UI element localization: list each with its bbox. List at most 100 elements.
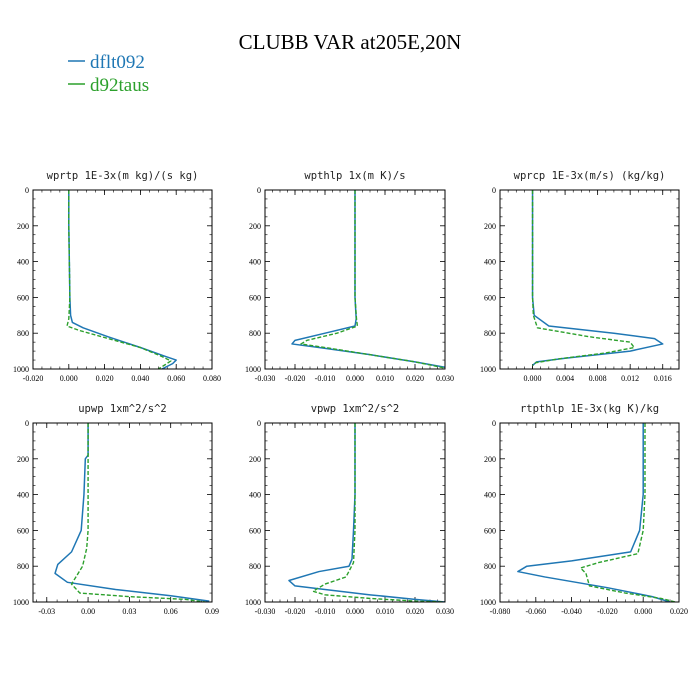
series-line-dflt092: [54, 423, 210, 602]
series-line-dflt092: [68, 190, 177, 369]
x-tick-label: 0.008: [589, 374, 607, 383]
y-tick-label: 200: [249, 222, 261, 231]
y-tick-label: 400: [484, 491, 496, 500]
panel-title: wpthlp 1x(m K)/s: [304, 170, 405, 182]
panel-1: wprtp 1E-3x(m kg)/(s kg) 0 200 400 600 800 100…: [13, 170, 221, 383]
y-tick-label: 1000: [245, 365, 261, 374]
x-tick-label: 0.000: [634, 607, 652, 616]
x-tick-label: 0.016: [654, 374, 672, 383]
panel-6: rtpthlp 1E-3x(kg K)/kg02004006008001000-…: [480, 403, 688, 616]
x-tick-label: 0.00: [81, 607, 95, 616]
y-tick-label: 1000: [480, 598, 496, 607]
y-tick-label: 200: [249, 455, 261, 464]
panels-container: wprtp 1E-3x(m kg)/(s kg) 0 200 400 600 800 100…: [13, 170, 688, 616]
x-tick-label: 0.080: [203, 374, 221, 383]
x-tick-label: 0.000: [346, 374, 364, 383]
y-tick-label: 1000: [13, 598, 29, 607]
x-tick-label: 0.060: [167, 374, 185, 383]
series-line-d92taus: [579, 423, 676, 602]
x-tick-label: -0.030: [255, 607, 276, 616]
panel-title: vpwp 1xm^2/s^2: [311, 403, 400, 415]
x-tick-label: -0.040: [561, 607, 582, 616]
y-tick-label: 600: [249, 293, 261, 302]
x-tick-label: 0.030: [436, 607, 454, 616]
y-tick-label: 200: [17, 455, 29, 464]
y-tick-label: 400: [484, 258, 496, 267]
panel-frame: [264, 422, 446, 603]
y-tick-label: 800: [484, 562, 496, 571]
panel-title: upwp 1xm^2/s^2: [78, 403, 167, 415]
series-line-dflt092: [288, 423, 445, 602]
y-tick-label: 0: [257, 186, 261, 195]
y-tick-label: 800: [17, 329, 29, 338]
panel-frame: [32, 189, 213, 370]
x-tick-label: 0.004: [556, 374, 574, 383]
panel-frame: [32, 422, 213, 603]
panel-4: upwp 1xm^2/s^2 0 200 400 600 800 1000 -0.03 0.00…: [13, 403, 219, 616]
y-tick-label: 1000: [480, 365, 496, 374]
x-tick-label: 0.040: [131, 374, 149, 383]
y-tick-label: 400: [249, 491, 261, 500]
y-tick-label: 1000: [245, 598, 261, 607]
x-tick-label: -0.020: [285, 607, 306, 616]
x-tick-label: -0.080: [490, 607, 511, 616]
x-tick-label: 0.06: [164, 607, 178, 616]
panel-title: wprcp 1E-3x(m/s) (kg/kg): [514, 170, 666, 182]
y-tick-label: 600: [484, 293, 496, 302]
panel-2: wpthlp 1x(m K)/s 0 200 400 600 800 1000-0.030 -…: [245, 170, 454, 383]
x-tick-label: -0.020: [23, 374, 44, 383]
x-tick-label: -0.020: [597, 607, 618, 616]
y-tick-label: 800: [249, 329, 261, 338]
y-tick-label: 1000: [13, 365, 29, 374]
y-tick-label: 400: [249, 258, 261, 267]
y-tick-label: 0: [257, 419, 261, 428]
x-tick-label: 0.020: [406, 374, 424, 383]
y-tick-label: 400: [17, 258, 29, 267]
x-tick-label: -0.03: [38, 607, 55, 616]
x-tick-label: 0.012: [621, 374, 639, 383]
x-tick-label: 0.03: [122, 607, 136, 616]
x-tick-label: -0.030: [255, 374, 276, 383]
x-tick-label: 0.020: [96, 374, 114, 383]
y-tick-label: 600: [17, 526, 29, 535]
x-tick-label: -0.010: [315, 374, 336, 383]
y-tick-label: 600: [249, 526, 261, 535]
y-tick-label: 0: [492, 419, 496, 428]
y-tick-label: 800: [17, 562, 29, 571]
y-tick-label: 0: [25, 186, 29, 195]
y-tick-label: 200: [17, 222, 29, 231]
y-tick-label: 800: [484, 329, 496, 338]
x-tick-label: 0.020: [670, 607, 688, 616]
panel-3: wprcp 1E-3x(m/s) (kg/kg) 0 200 400 600 800 100…: [480, 170, 680, 383]
x-tick-label: -0.010: [315, 607, 336, 616]
series-line-dflt092: [517, 423, 671, 602]
y-tick-label: 400: [17, 491, 29, 500]
legend-label-d92taus: d92taus: [90, 75, 149, 96]
panel-title: wprtp 1E-3x(m kg)/(s kg): [47, 170, 199, 182]
figure-title: CLUBB VAR at205E,20N: [239, 30, 462, 54]
series-line-d92taus: [66, 190, 172, 369]
x-tick-label: 0.000: [346, 607, 364, 616]
panel-frame: [264, 189, 446, 370]
x-tick-label: 0.000: [60, 374, 78, 383]
x-tick-label: 0.000: [524, 374, 542, 383]
y-tick-label: 800: [249, 562, 261, 571]
y-tick-label: 600: [17, 293, 29, 302]
series-line-d92taus: [300, 190, 445, 369]
panel-5: vpwp 1xm^2/s^2 0 200 400 600 800 1000-0.030 -0.…: [245, 403, 454, 616]
y-tick-label: 0: [25, 419, 29, 428]
x-tick-label: 0.030: [436, 374, 454, 383]
panel-title: rtpthlp 1E-3x(kg K)/kg: [520, 403, 659, 415]
legend-label-dflt092: dflt092: [90, 52, 145, 73]
x-tick-label: -0.060: [525, 607, 546, 616]
x-tick-label: 0.010: [376, 374, 394, 383]
x-tick-label: 0.020: [406, 607, 424, 616]
y-tick-label: 600: [484, 526, 496, 535]
x-tick-label: 0.010: [376, 607, 394, 616]
panel-frame: [499, 422, 680, 603]
y-tick-label: 200: [484, 455, 496, 464]
x-tick-label: 0.09: [205, 607, 219, 616]
y-tick-label: 0: [492, 186, 496, 195]
